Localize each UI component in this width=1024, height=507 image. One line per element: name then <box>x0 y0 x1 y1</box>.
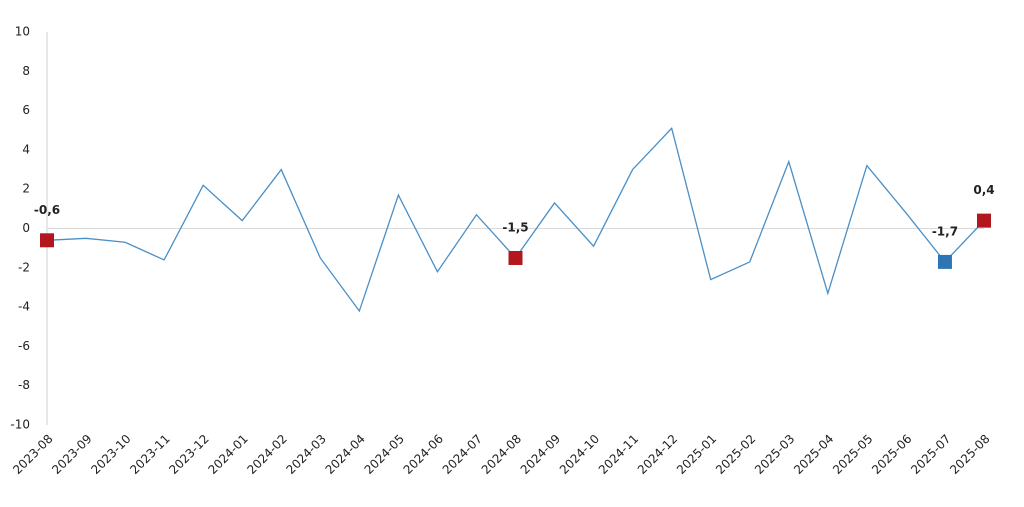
value-label: 0,4 <box>973 183 994 197</box>
point-marker <box>937 254 952 269</box>
x-tick-label: 2024-05 <box>362 432 407 477</box>
y-tick-label: 0 <box>22 221 30 235</box>
point-marker <box>977 213 991 228</box>
x-tick-label: 2023-10 <box>88 432 133 477</box>
x-tick-label: 2025-05 <box>830 432 875 477</box>
point-marker <box>508 250 523 265</box>
x-tick-label: 2024-10 <box>557 432 602 477</box>
y-tick-label: -2 <box>18 260 30 274</box>
y-tick-label: 10 <box>15 25 30 39</box>
point-marker <box>40 233 54 248</box>
x-tick-label: 2024-07 <box>440 432 485 477</box>
y-tick-label: -10 <box>10 418 30 432</box>
x-tick-label: 2025-01 <box>674 432 719 477</box>
y-tick-label: 6 <box>22 103 30 117</box>
x-tick-label: 2025-08 <box>947 432 992 477</box>
y-tick-label: -8 <box>18 378 30 392</box>
x-tick-label: 2024-11 <box>596 432 641 477</box>
x-tick-label: 2025-06 <box>869 432 914 477</box>
x-tick-label: 2025-07 <box>908 432 953 477</box>
value-label: -1,5 <box>502 220 528 234</box>
x-tick-label: 2025-04 <box>791 432 836 477</box>
x-tick-label: 2023-09 <box>49 432 94 477</box>
x-tick-label: 2024-02 <box>244 432 289 477</box>
y-tick-label: 4 <box>22 142 30 156</box>
x-tick-label: 2023-12 <box>166 432 211 477</box>
y-tick-label: -4 <box>18 300 30 314</box>
value-label: -1,7 <box>932 224 958 238</box>
x-tick-label: 2024-03 <box>284 432 329 477</box>
x-tick-label: 2024-09 <box>518 432 563 477</box>
x-tick-label: 2024-12 <box>635 432 680 477</box>
x-tick-label: 2023-08 <box>10 432 55 477</box>
y-tick-label: 8 <box>22 64 30 78</box>
y-tick-label: -6 <box>18 339 30 353</box>
x-tick-label: 2025-02 <box>713 432 758 477</box>
x-tick-label: 2025-03 <box>752 432 797 477</box>
y-tick-label: 2 <box>22 182 30 196</box>
x-tick-label: 2024-06 <box>401 432 446 477</box>
x-tick-label: 2023-11 <box>127 432 172 477</box>
value-label: -0,6 <box>34 203 60 217</box>
x-tick-label: 2024-08 <box>479 432 524 477</box>
x-tick-label: 2024-04 <box>323 432 368 477</box>
x-tick-label: 2024-01 <box>205 432 250 477</box>
